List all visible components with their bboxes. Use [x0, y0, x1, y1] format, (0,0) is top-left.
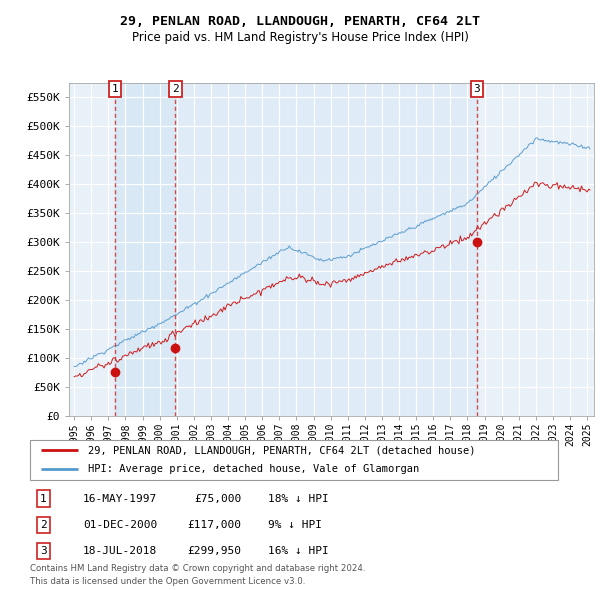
- Text: 16% ↓ HPI: 16% ↓ HPI: [268, 546, 328, 556]
- Text: 1: 1: [111, 84, 118, 94]
- Bar: [115, 83, 175, 416]
- Text: £75,000: £75,000: [194, 494, 241, 503]
- Text: 1: 1: [40, 494, 47, 503]
- Text: 18% ↓ HPI: 18% ↓ HPI: [268, 494, 328, 503]
- Text: 16-MAY-1997: 16-MAY-1997: [83, 494, 157, 503]
- Text: 01-DEC-2000: 01-DEC-2000: [83, 520, 157, 530]
- Text: 9% ↓ HPI: 9% ↓ HPI: [268, 520, 322, 530]
- Text: 29, PENLAN ROAD, LLANDOUGH, PENARTH, CF64 2LT (detached house): 29, PENLAN ROAD, LLANDOUGH, PENARTH, CF6…: [88, 445, 476, 455]
- Text: Contains HM Land Registry data © Crown copyright and database right 2024.: Contains HM Land Registry data © Crown c…: [30, 564, 365, 573]
- Text: This data is licensed under the Open Government Licence v3.0.: This data is licensed under the Open Gov…: [30, 577, 305, 586]
- Bar: [175, 83, 476, 416]
- Text: 3: 3: [40, 546, 47, 556]
- Text: 2: 2: [40, 520, 47, 530]
- Text: Price paid vs. HM Land Registry's House Price Index (HPI): Price paid vs. HM Land Registry's House …: [131, 31, 469, 44]
- Text: 18-JUL-2018: 18-JUL-2018: [83, 546, 157, 556]
- FancyBboxPatch shape: [30, 440, 558, 480]
- Text: 3: 3: [473, 84, 480, 94]
- Text: 2: 2: [172, 84, 179, 94]
- Text: £299,950: £299,950: [187, 546, 241, 556]
- Text: HPI: Average price, detached house, Vale of Glamorgan: HPI: Average price, detached house, Vale…: [88, 464, 419, 474]
- Text: 29, PENLAN ROAD, LLANDOUGH, PENARTH, CF64 2LT: 29, PENLAN ROAD, LLANDOUGH, PENARTH, CF6…: [120, 15, 480, 28]
- Text: £117,000: £117,000: [187, 520, 241, 530]
